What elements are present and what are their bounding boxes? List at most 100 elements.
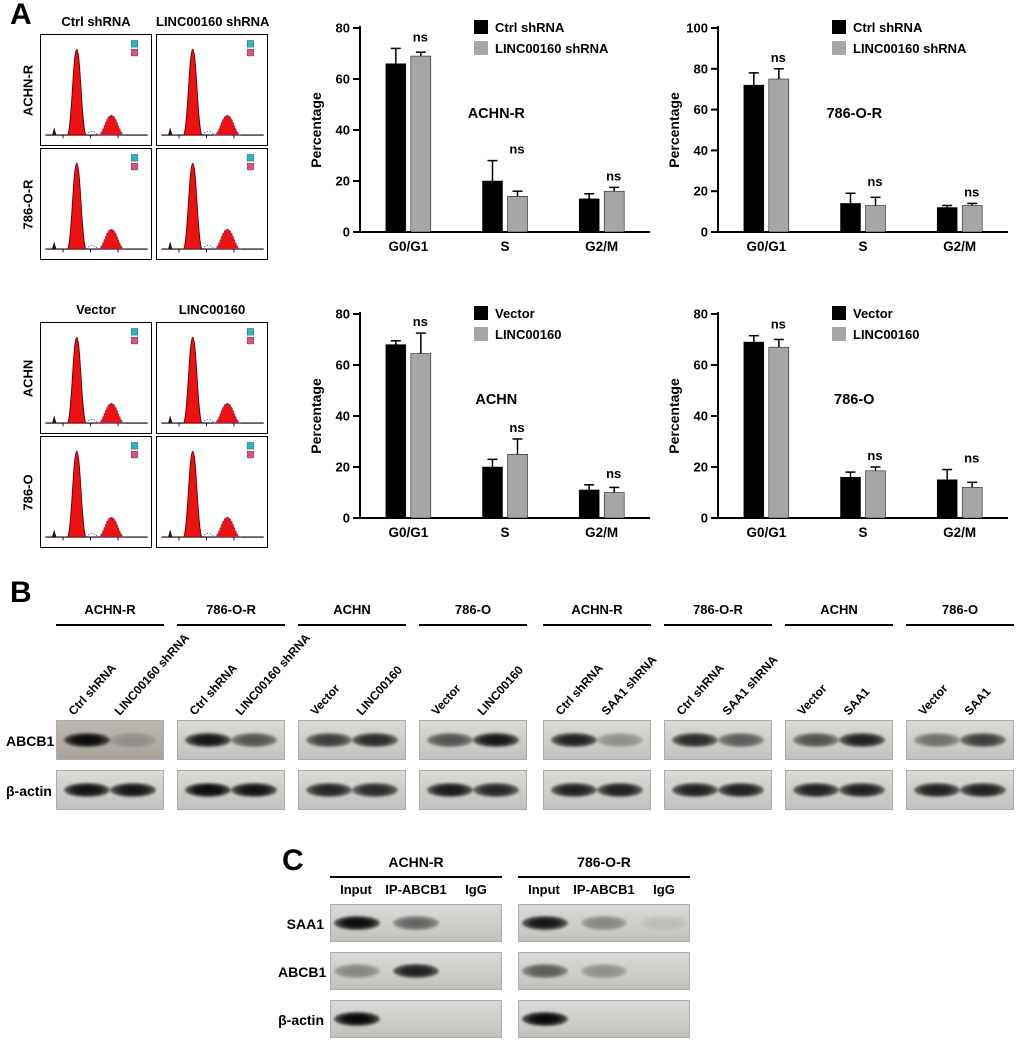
lane-label-igg: IgG (465, 882, 487, 897)
svg-text:G0/G1: G0/G1 (746, 239, 786, 254)
svg-text:Ctrl shRNA: Ctrl shRNA (853, 20, 923, 35)
blot-actin (664, 770, 772, 810)
protein-band (550, 783, 597, 797)
svg-text:ns: ns (771, 317, 786, 332)
protein-band (393, 964, 439, 978)
flow-histogram (156, 322, 268, 434)
protein-band (426, 733, 473, 747)
svg-text:S: S (500, 525, 509, 540)
svg-text:60: 60 (694, 102, 708, 117)
blot-abcb1 (785, 720, 893, 760)
blot-abcb1 (664, 720, 772, 760)
lane-label: Ctrl shRNA (186, 661, 240, 718)
protein-band (426, 783, 473, 797)
group-overline (56, 624, 164, 626)
protein-band (305, 733, 352, 747)
protein-band (597, 733, 644, 747)
protein-band (110, 733, 157, 747)
blot-group-header: 786-O-R (693, 602, 743, 617)
protein-band (640, 916, 687, 930)
blot-abcb1 (177, 720, 285, 760)
lane-label: Ctrl shRNA (673, 661, 727, 718)
coip-blot-abcb1 (330, 952, 502, 990)
svg-text:Percentage: Percentage (666, 378, 682, 454)
flow-histogram (156, 148, 268, 260)
flow-group-knockdown: Ctrl shRNA LINC00160 shRNA ACHN-R 786-O-… (14, 14, 274, 262)
blot-group: 786-O Vector LINC00160 (419, 600, 527, 812)
protein-band (839, 783, 886, 797)
protein-band (792, 783, 839, 797)
group-overline (177, 624, 285, 626)
coip-row-label-saa1: SAA1 (286, 916, 324, 932)
protein-band (305, 783, 352, 797)
coip-row-label-abcb1: ABCB1 (278, 964, 327, 980)
svg-text:Vector: Vector (495, 306, 535, 321)
protein-band (63, 783, 110, 797)
svg-text:60: 60 (336, 72, 350, 87)
blot-abcb1 (419, 720, 527, 760)
svg-text:ns: ns (867, 174, 882, 189)
svg-text:LINC00160: LINC00160 (495, 327, 561, 342)
protein-band (581, 964, 627, 978)
blot-abcb1 (56, 720, 164, 760)
protein-band (521, 964, 568, 978)
blot-group: 786-O Vector SAA1 (906, 600, 1014, 812)
protein-band (352, 783, 399, 797)
svg-text:ns: ns (509, 142, 524, 157)
blot-actin (543, 770, 651, 810)
svg-text:G2/M: G2/M (943, 239, 976, 254)
blot-group-header: ACHN-R (571, 602, 623, 617)
svg-text:0: 0 (343, 225, 350, 240)
blot-group-header: ACHN (333, 602, 371, 617)
coip-blot-abcb1 (518, 952, 690, 990)
svg-text:G2/M: G2/M (943, 525, 976, 540)
svg-text:20: 20 (694, 184, 708, 199)
svg-text:Vector: Vector (853, 306, 893, 321)
flow-histogram (40, 148, 152, 260)
flow-histogram (156, 436, 268, 548)
svg-text:ACHN: ACHN (475, 392, 517, 408)
flow-histogram (156, 34, 268, 146)
lane-label: Vector (915, 681, 951, 718)
coip-blot-actin (330, 1000, 502, 1038)
blot-group: ACHN Vector LINC00160 (298, 600, 406, 812)
svg-text:S: S (500, 239, 509, 254)
lane-label: Vector (428, 681, 464, 718)
svg-text:Ctrl shRNA: Ctrl shRNA (495, 20, 565, 35)
flow-row-label: ACHN (20, 359, 36, 398)
protein-band (597, 783, 644, 797)
lane-label-input: Input (340, 882, 372, 897)
blot-group: ACHN-R Ctrl shRNA SAA1 shRNA (543, 600, 659, 812)
svg-text:ns: ns (509, 420, 524, 435)
lane-label: SAA1 (961, 684, 994, 718)
blot-group: 786-O-R Ctrl shRNA LINC00160 shRNA (177, 600, 313, 812)
protein-band (333, 1012, 380, 1026)
protein-band (671, 783, 718, 797)
blot-group: 786-O-R Ctrl shRNA SAA1 shRNA (664, 600, 780, 812)
svg-text:20: 20 (694, 460, 708, 475)
protein-band (960, 733, 1007, 747)
protein-band (839, 733, 886, 747)
flow-histogram (40, 322, 152, 434)
blot-abcb1 (543, 720, 651, 760)
panel-c-label: C (282, 844, 304, 877)
svg-text:40: 40 (336, 123, 350, 138)
flow-row-label: ACHN-R (20, 64, 36, 117)
svg-text:0: 0 (701, 225, 708, 240)
blot-row-label-abcb1: ABCB1 (6, 733, 55, 749)
svg-text:LINC00160: LINC00160 (853, 327, 919, 342)
coip-row-label-actin: β-actin (278, 1012, 324, 1028)
blot-group-header: 786-O (454, 602, 492, 617)
group-overline (518, 876, 690, 878)
blot-actin (419, 770, 527, 810)
svg-text:ns: ns (606, 466, 621, 481)
blot-actin (298, 770, 406, 810)
svg-text:20: 20 (336, 174, 350, 189)
lane-label: SAA1 shRNA (719, 652, 781, 718)
protein-band (333, 964, 380, 978)
coip-group-header: 786-O-R (577, 854, 631, 870)
